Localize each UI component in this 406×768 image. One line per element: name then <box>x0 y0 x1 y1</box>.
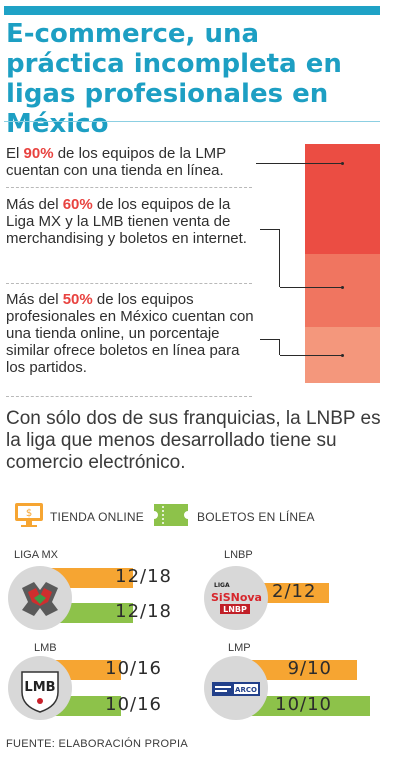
stat-divider <box>6 283 252 284</box>
connector-dot <box>341 354 344 357</box>
stat-1-highlight: 90% <box>23 145 54 162</box>
connector-line <box>280 287 342 288</box>
lmb-store-value: 10/16 <box>105 658 162 679</box>
lnbp-logo-bottom: LNBP <box>223 605 247 614</box>
league-name-lmb: LMB <box>34 642 57 654</box>
lmb-logo-text: LMB <box>24 680 55 695</box>
stat-ligamx-lmb: Más del 60% de los equipos de la Liga MX… <box>6 196 256 247</box>
lnbp-store-value: 2/12 <box>272 581 317 602</box>
lmb-tickets-value: 10/16 <box>105 694 162 715</box>
liga-mx-logo <box>8 566 72 630</box>
legend-tickets-label: BOLETOS EN LÍNEA <box>197 510 315 524</box>
stat-divider <box>6 187 252 188</box>
ligamx-store-value: 12/18 <box>115 566 172 587</box>
legend-store-label: TIENDA ONLINE <box>50 510 144 524</box>
ligamx-tickets-value: 12/18 <box>115 601 172 622</box>
lmp-store-value: 9/10 <box>287 658 332 679</box>
lmp-tickets-value: 10/10 <box>275 694 332 715</box>
lnbp-note: Con sólo dos de sus franquicias, la LNBP… <box>6 408 381 473</box>
connector-line <box>256 163 342 164</box>
source-note: FUENTE: ELABORACIÓN PROPIA <box>6 738 189 750</box>
page-title: E-commerce, una práctica incompleta en l… <box>6 19 342 139</box>
connector-line <box>260 339 280 355</box>
lmp-tickets-bar <box>240 696 370 716</box>
stat-2-post: de los equipos de la Liga MX y la LMB ti… <box>6 196 247 247</box>
lnbp-logo-top: LIGA <box>214 582 230 589</box>
lmp-logo-text: ARCO <box>235 686 257 694</box>
stat-3-pre: Más del <box>6 291 63 308</box>
percent-bar-segment-60 <box>305 254 380 327</box>
stat-3-highlight: 50% <box>62 291 93 308</box>
svg-text:$: $ <box>26 508 32 519</box>
connector-dot <box>341 286 344 289</box>
percent-bar-segment-90 <box>305 144 380 254</box>
lmb-logo: LMB <box>8 656 72 720</box>
title-divider <box>4 121 380 122</box>
stat-3-post: de los equipos profesionales en México c… <box>6 291 254 376</box>
store-monitor-icon: $ <box>14 502 44 533</box>
stat-2-highlight: 60% <box>62 196 93 213</box>
stat-2-pre: Más del <box>6 196 63 213</box>
top-accent-bar <box>4 6 380 15</box>
stat-1-pre: El <box>6 145 24 162</box>
connector-dot <box>341 162 344 165</box>
connector-line <box>280 355 342 356</box>
league-name-lmp: LMP <box>228 642 251 654</box>
lmp-store-bar <box>240 660 357 680</box>
lnbp-logo: LIGA SiSNova LNBP <box>204 566 268 630</box>
connector-line <box>260 229 280 287</box>
stat-divider <box>6 396 252 397</box>
league-name-lnbp: LNBP <box>224 549 253 561</box>
stat-1-post: de los equipos de la LMP cuentan con una… <box>6 145 226 179</box>
league-name-ligamx: LIGA MX <box>14 549 59 561</box>
lnbp-logo-mid: SiSNova <box>211 591 262 604</box>
stat-mexico-teams: Más del 50% de los equipos profesionales… <box>6 291 256 376</box>
lmp-logo: ARCO <box>204 656 268 720</box>
ticket-icon <box>154 504 188 531</box>
stat-lmp-store: El 90% de los equipos de la LMP cuentan … <box>6 145 256 179</box>
lnbp-store-bar <box>252 583 329 603</box>
